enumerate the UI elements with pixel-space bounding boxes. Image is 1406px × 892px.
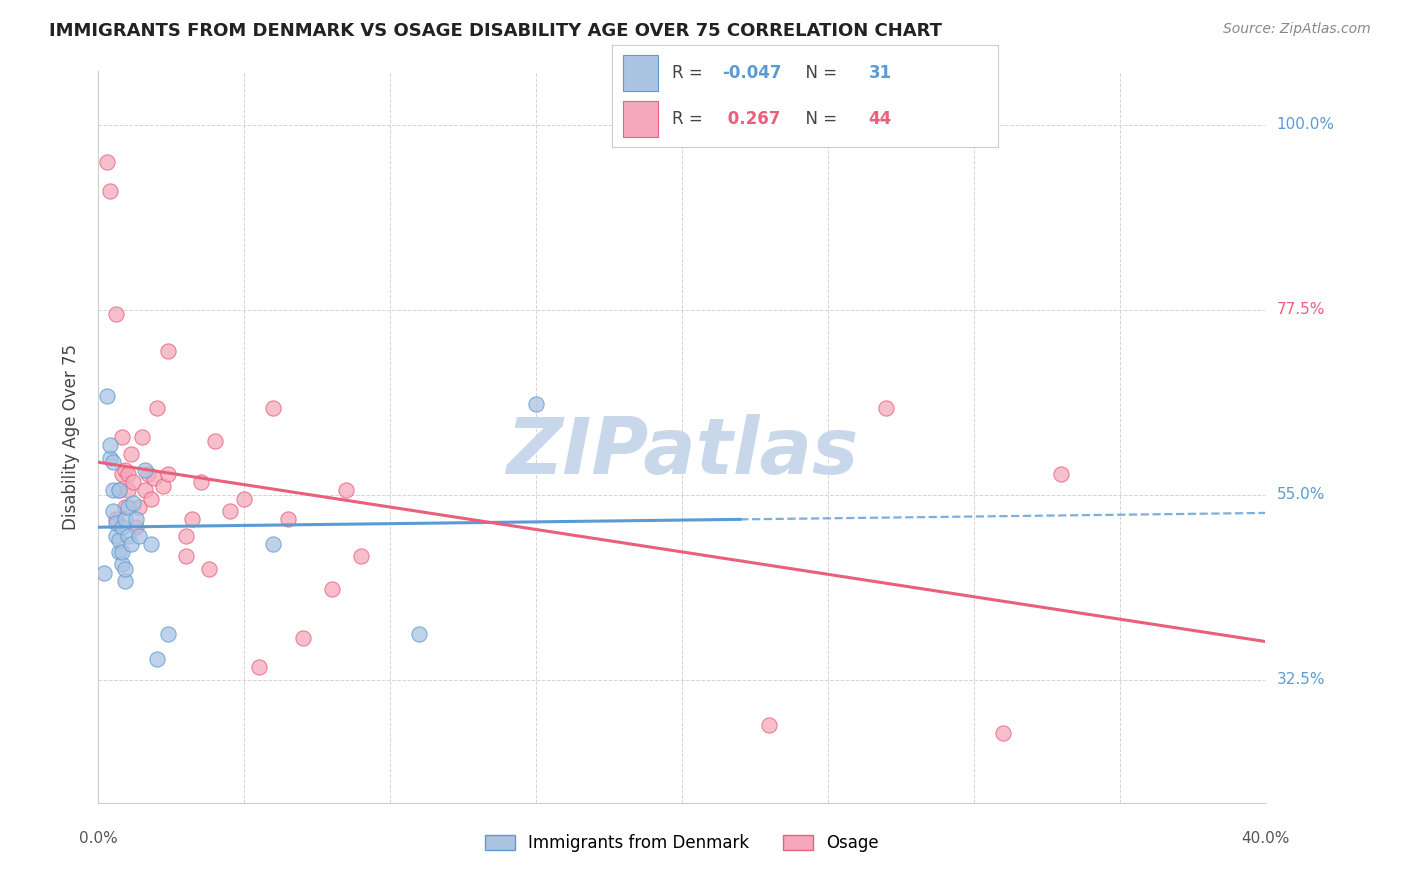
- Point: [104, 529, 127, 543]
- Point: [108, 533, 131, 547]
- Point: [524, 397, 547, 411]
- Point: [111, 545, 134, 559]
- Point: [111, 467, 134, 481]
- Point: [108, 483, 131, 498]
- Point: [114, 561, 136, 575]
- Point: [134, 483, 156, 498]
- Point: [146, 401, 169, 416]
- Point: [262, 401, 284, 416]
- Point: [101, 483, 124, 498]
- Text: R =: R =: [672, 64, 707, 82]
- Point: [111, 520, 134, 534]
- Point: [117, 529, 139, 543]
- Point: [190, 475, 212, 490]
- Point: [233, 491, 256, 506]
- Text: 32.5%: 32.5%: [1277, 672, 1324, 687]
- Legend: Immigrants from Denmark, Osage: Immigrants from Denmark, Osage: [477, 826, 887, 860]
- Point: [108, 545, 131, 559]
- Point: [93, 566, 115, 580]
- Text: N =: N =: [796, 64, 842, 82]
- Y-axis label: Disability Age Over 75: Disability Age Over 75: [62, 344, 80, 530]
- Point: [101, 455, 124, 469]
- Point: [117, 467, 139, 481]
- Point: [152, 479, 174, 493]
- Point: [174, 529, 197, 543]
- Text: 55.0%: 55.0%: [1277, 487, 1324, 502]
- Point: [122, 496, 145, 510]
- Text: 0.0%: 0.0%: [79, 830, 118, 846]
- Point: [350, 549, 373, 564]
- Point: [1050, 467, 1073, 481]
- Text: 44: 44: [869, 110, 891, 128]
- Point: [128, 500, 150, 514]
- Point: [104, 512, 127, 526]
- Point: [157, 467, 180, 481]
- FancyBboxPatch shape: [623, 101, 658, 137]
- Point: [134, 463, 156, 477]
- Point: [120, 537, 142, 551]
- Text: ZIPatlas: ZIPatlas: [506, 414, 858, 490]
- Point: [991, 726, 1014, 740]
- Point: [291, 632, 314, 646]
- Text: IMMIGRANTS FROM DENMARK VS OSAGE DISABILITY AGE OVER 75 CORRELATION CHART: IMMIGRANTS FROM DENMARK VS OSAGE DISABIL…: [49, 22, 942, 40]
- Point: [98, 450, 121, 465]
- Point: [122, 475, 145, 490]
- Point: [136, 467, 159, 481]
- Point: [111, 430, 134, 444]
- Point: [104, 516, 127, 531]
- Point: [218, 504, 240, 518]
- Point: [104, 307, 127, 321]
- Point: [131, 430, 153, 444]
- Text: R =: R =: [672, 110, 707, 128]
- Point: [142, 471, 165, 485]
- Text: 100.0%: 100.0%: [1277, 117, 1334, 132]
- Point: [277, 512, 299, 526]
- FancyBboxPatch shape: [623, 55, 658, 91]
- Point: [120, 446, 142, 460]
- Point: [125, 520, 148, 534]
- Text: 0.267: 0.267: [721, 110, 780, 128]
- Point: [180, 512, 202, 526]
- Point: [117, 500, 139, 514]
- Text: Source: ZipAtlas.com: Source: ZipAtlas.com: [1223, 22, 1371, 37]
- Point: [174, 549, 197, 564]
- Point: [408, 627, 430, 641]
- Point: [139, 491, 162, 506]
- Text: 31: 31: [869, 64, 891, 82]
- Point: [247, 660, 270, 674]
- Point: [875, 401, 897, 416]
- Point: [139, 537, 162, 551]
- Text: -0.047: -0.047: [721, 64, 782, 82]
- Text: 40.0%: 40.0%: [1241, 830, 1289, 846]
- Point: [101, 504, 124, 518]
- Point: [157, 343, 180, 358]
- Point: [125, 512, 148, 526]
- Point: [98, 184, 121, 198]
- Point: [204, 434, 226, 449]
- Text: 77.5%: 77.5%: [1277, 302, 1324, 318]
- Point: [114, 574, 136, 588]
- Point: [114, 500, 136, 514]
- Point: [96, 389, 118, 403]
- Text: N =: N =: [796, 110, 842, 128]
- Point: [157, 627, 180, 641]
- Point: [98, 438, 121, 452]
- Point: [321, 582, 343, 596]
- Point: [114, 463, 136, 477]
- Point: [262, 537, 284, 551]
- Point: [146, 652, 169, 666]
- Point: [111, 558, 134, 572]
- Point: [758, 717, 780, 731]
- Point: [198, 561, 221, 575]
- Point: [96, 154, 118, 169]
- Point: [117, 483, 139, 498]
- Point: [108, 483, 131, 498]
- Point: [335, 483, 357, 498]
- Point: [128, 529, 150, 543]
- Point: [114, 512, 136, 526]
